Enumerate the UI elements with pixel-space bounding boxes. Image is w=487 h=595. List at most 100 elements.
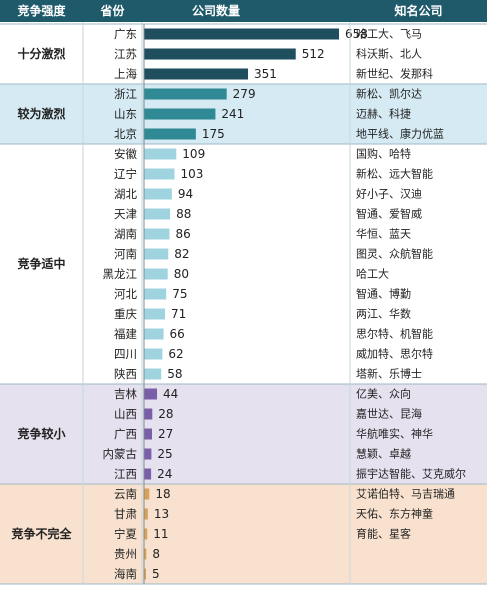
province-label: 贵州 (114, 547, 137, 561)
province-label: 湖南 (114, 227, 137, 241)
bar (144, 168, 175, 180)
value-label: 5 (152, 567, 160, 581)
province-label: 黑龙江 (103, 267, 138, 281)
value-label: 13 (154, 507, 169, 521)
bar (144, 448, 152, 460)
province-label: 辽宁 (114, 167, 137, 181)
bar (144, 68, 249, 80)
column-header: 知名公司 (393, 3, 442, 18)
province-label: 陕西 (114, 367, 137, 381)
bar (144, 108, 216, 120)
company-label: 图灵、众航智能 (356, 247, 433, 261)
company-label: 地平线、康力优蓝 (356, 127, 444, 141)
bar (144, 268, 168, 280)
company-label: 哈工大 (356, 267, 389, 281)
column-header: 竞争强度 (17, 3, 66, 18)
province-label: 福建 (114, 327, 137, 341)
company-label: 智通、博勤 (356, 287, 411, 301)
bar (144, 488, 150, 500)
province-label: 河北 (114, 287, 137, 301)
company-label: 新松、凯尔达 (356, 87, 422, 101)
value-label: 86 (175, 227, 190, 241)
value-label: 28 (158, 407, 173, 421)
province-label: 广西 (114, 427, 137, 441)
value-label: 279 (233, 87, 256, 101)
value-label: 175 (202, 127, 225, 141)
group-label: 竞争较小 (17, 426, 65, 441)
group-band (0, 384, 487, 484)
company-label: 塔新、乐博士 (356, 367, 422, 381)
value-label: 103 (181, 167, 204, 181)
province-label: 北京 (114, 127, 137, 141)
bar (144, 368, 162, 380)
company-label: 亿美、众向 (356, 387, 411, 401)
province-label: 安徽 (114, 147, 137, 161)
bar (144, 148, 177, 160)
company-label: 威加特、思尔特 (356, 347, 433, 361)
group-label: 竞争适中 (17, 256, 65, 271)
group-band (0, 144, 487, 384)
company-label: 两江、华数 (356, 307, 411, 321)
bar (144, 348, 163, 360)
province-label: 甘肃 (114, 507, 137, 521)
value-label: 58 (167, 367, 182, 381)
company-label: 华恒、蓝天 (356, 227, 411, 241)
bar (144, 388, 158, 400)
value-label: 80 (174, 267, 189, 281)
province-label: 河南 (114, 247, 137, 261)
province-label: 天津 (114, 207, 137, 221)
company-label: 天佑、东方神童 (356, 507, 433, 521)
bar (144, 28, 339, 40)
province-label: 浙江 (114, 87, 137, 101)
province-label: 山西 (114, 407, 137, 421)
company-label: 华航唯实、神华 (356, 427, 433, 441)
bar (144, 228, 170, 240)
company-label: 育能、星客 (356, 527, 411, 541)
bar (144, 188, 172, 200)
bar (144, 288, 167, 300)
bar (144, 208, 171, 220)
company-label: 科沃斯、北人 (356, 47, 422, 61)
group-label: 十分激烈 (17, 46, 65, 61)
group-label: 较为激烈 (17, 106, 65, 121)
bar (144, 468, 152, 480)
value-label: 25 (157, 447, 172, 461)
bar (144, 248, 169, 260)
bar (144, 48, 296, 60)
value-label: 62 (168, 347, 183, 361)
province-label: 广东 (114, 27, 137, 41)
province-label: 上海 (114, 67, 137, 81)
bar (144, 328, 164, 340)
company-label: 哈工大、飞马 (356, 27, 422, 41)
value-label: 66 (170, 327, 185, 341)
company-label: 艾诺伯特、马吉瑞通 (356, 487, 455, 501)
company-label: 慧颖、卓越 (356, 447, 411, 461)
header-band (0, 0, 487, 22)
value-label: 18 (155, 487, 170, 501)
company-label: 嘉世达、昆海 (356, 407, 422, 421)
value-label: 82 (174, 247, 189, 261)
province-label: 海南 (114, 567, 137, 581)
company-label: 好小子、汉迪 (356, 187, 422, 201)
value-label: 44 (163, 387, 178, 401)
value-label: 27 (158, 427, 173, 441)
value-label: 11 (153, 527, 168, 541)
company-label: 新松、远大智能 (356, 167, 433, 181)
province-label: 内蒙古 (103, 447, 138, 461)
column-header: 省份 (99, 3, 125, 18)
value-label: 512 (302, 47, 325, 61)
bar (144, 508, 148, 520)
company-label: 思尔特、机智能 (356, 327, 433, 341)
value-label: 24 (157, 467, 172, 481)
group-band (0, 84, 487, 144)
bar (144, 428, 153, 440)
value-label: 94 (178, 187, 193, 201)
value-label: 71 (171, 307, 186, 321)
bar (144, 88, 227, 100)
bar (144, 128, 196, 140)
bar (144, 408, 153, 420)
bar (144, 308, 166, 320)
company-label: 国购、哈特 (356, 147, 411, 161)
bar (144, 568, 146, 580)
